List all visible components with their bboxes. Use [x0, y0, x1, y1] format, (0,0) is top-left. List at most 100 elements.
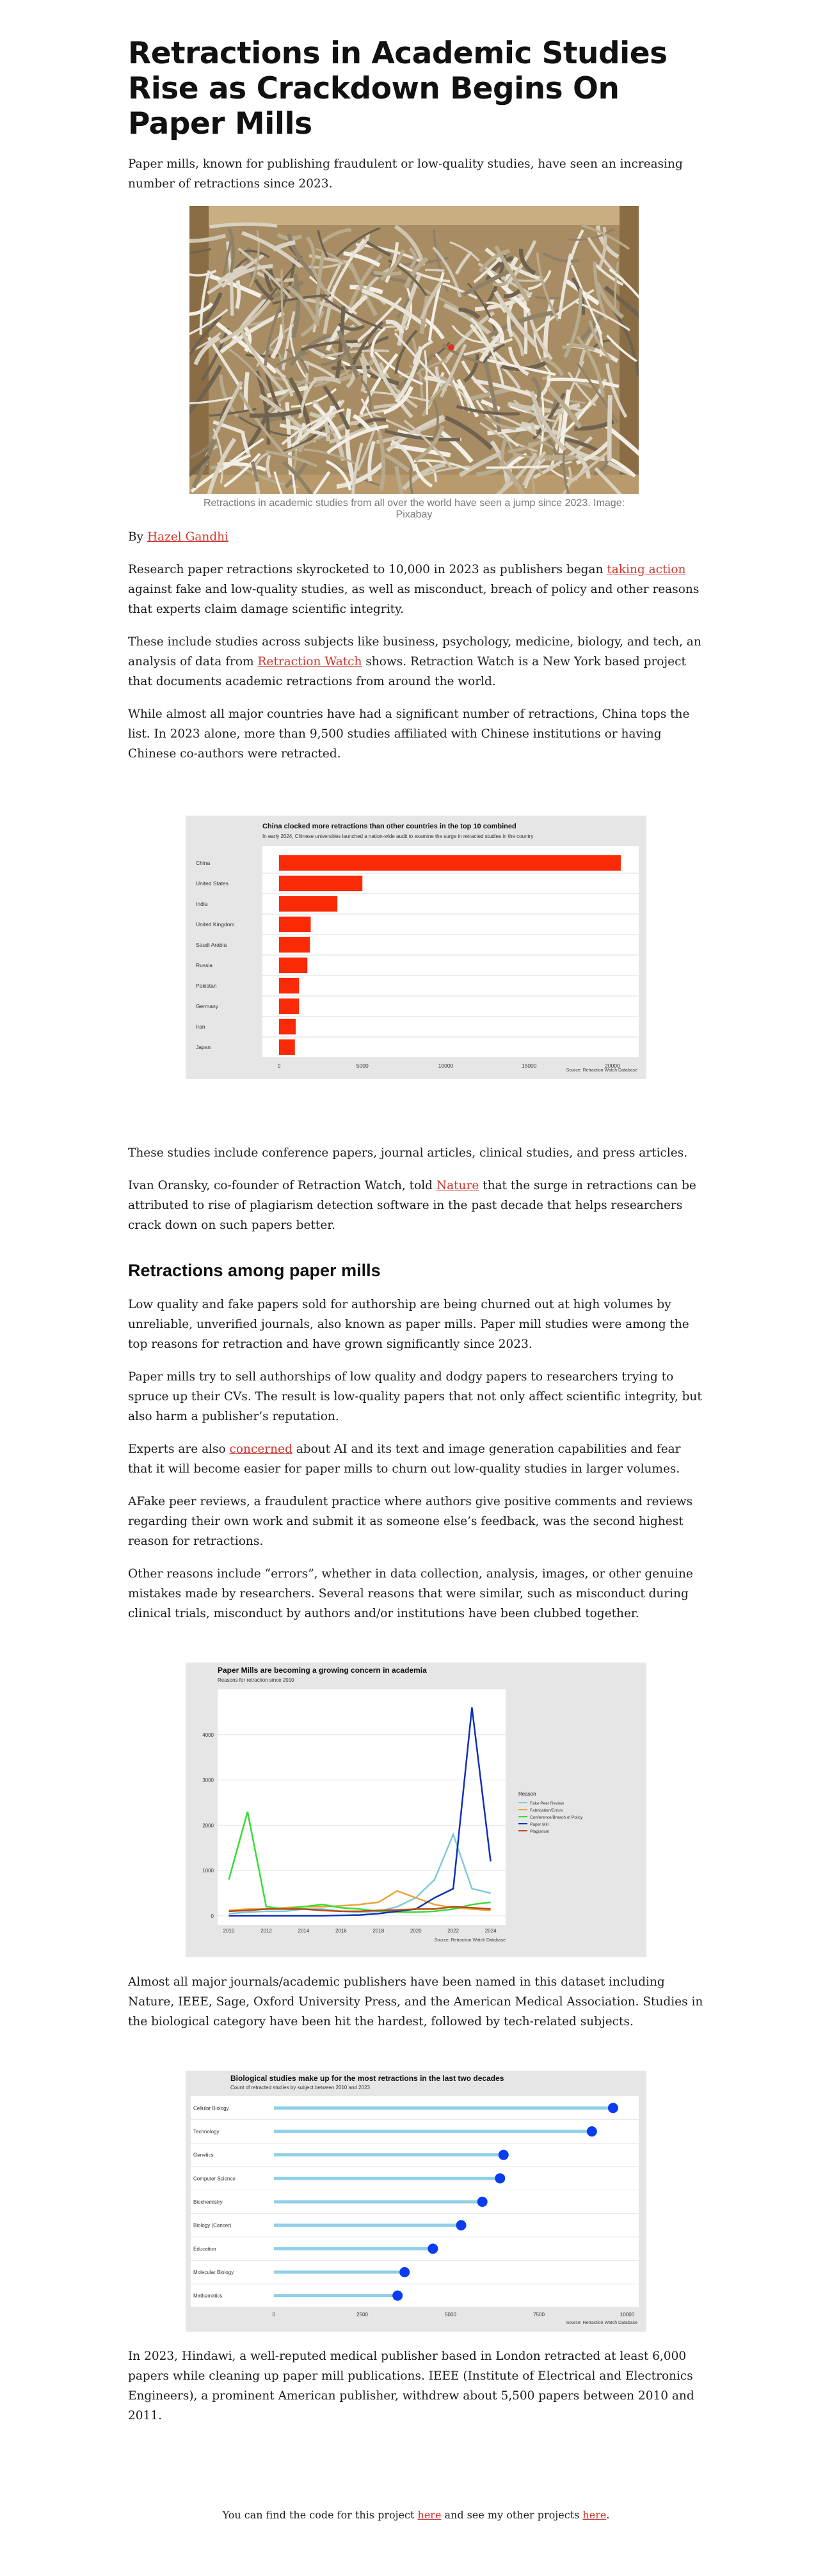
concerned-link[interactable]: concerned — [229, 1442, 292, 1456]
paper-shred — [337, 329, 360, 378]
chart3-category-label: Cellular Biology — [193, 2105, 229, 2111]
paper-shred — [478, 249, 511, 273]
paper-shred — [394, 346, 423, 404]
paper-shred — [266, 454, 272, 478]
taking-action-link[interactable]: taking action — [607, 563, 686, 576]
paper-shred — [228, 348, 270, 392]
country-bar-chart: China clocked more retractions than othe… — [186, 816, 646, 1079]
reasons-line-chart-svg: Paper Mills are becoming a growing conce… — [202, 1666, 583, 1943]
paper-shred — [413, 459, 470, 471]
paper-shred — [576, 362, 619, 423]
paper-shred — [345, 408, 356, 484]
chart1-bar — [279, 936, 310, 953]
p1-text: Research paper retractions skyrocketed t… — [128, 563, 607, 576]
paper-shred — [274, 367, 294, 397]
chart1-bar — [279, 916, 311, 933]
paper-shred — [189, 396, 234, 405]
paper-shred — [356, 417, 387, 429]
paper-shred — [273, 471, 292, 494]
paper-shred — [588, 320, 612, 361]
paper-shred — [609, 268, 639, 321]
chart1-category-label: Saudi Arabia — [196, 942, 227, 948]
chart1-tick-label: 0 — [278, 1063, 281, 1069]
paper-shred — [220, 264, 273, 288]
chart1-subtitle: In early 2024, Chinese universities laun… — [262, 834, 533, 839]
paper-shred — [390, 439, 417, 471]
paper-shred — [291, 469, 299, 494]
chart1-bar — [279, 957, 308, 974]
retraction-watch-link[interactable]: Retraction Watch — [257, 655, 362, 668]
chart1-category-label: Iran — [196, 1023, 205, 1030]
paper-shred — [189, 269, 217, 277]
paper-shred — [303, 297, 364, 328]
paper-shred — [306, 236, 316, 264]
paper-shred — [285, 348, 309, 374]
paragraph-9: AFake peer reviews, a fraudulent practic… — [128, 1495, 693, 1548]
paper-shred — [506, 298, 515, 338]
p5-text: Ivan Oransky, co-founder of Retraction W… — [128, 1179, 436, 1192]
paper-shred — [336, 461, 385, 489]
paper-shred — [518, 248, 536, 276]
chart3-dot — [456, 2220, 467, 2231]
paper-shred — [267, 379, 307, 413]
paper-shred — [270, 324, 285, 360]
chart3-category-label: Molecular Biology — [193, 2270, 234, 2275]
paper-shred — [217, 265, 245, 285]
paper-shred — [321, 336, 350, 377]
paper-shred — [300, 310, 325, 337]
paper-shred — [310, 264, 331, 297]
paper-shred — [563, 288, 583, 358]
paper-shred — [326, 424, 389, 454]
paper-shred — [594, 466, 632, 494]
projects-link[interactable]: here — [582, 2509, 607, 2521]
paper-shred — [311, 406, 333, 431]
paper-shred — [250, 461, 259, 482]
paper-shred — [440, 344, 467, 398]
chart3-dot — [495, 2173, 506, 2184]
chart1-category-label: Japan — [196, 1044, 211, 1050]
shredded-paper-image — [189, 206, 639, 494]
nature-link[interactable]: Nature — [436, 1179, 479, 1192]
paragraph-12: In 2023, Hindawi, a well-reputed medical… — [128, 2350, 694, 2422]
paper-shred — [189, 302, 214, 316]
footer-text-2: and see my other projects — [441, 2509, 583, 2521]
paper-shred — [266, 450, 318, 468]
chart1-tick-label: 15000 — [522, 1063, 537, 1069]
chart3-dot — [498, 2149, 509, 2160]
p5-text-end: that the surge in retractions can be att… — [128, 1179, 696, 1232]
paper-shred — [289, 325, 307, 378]
paper-shred — [300, 340, 358, 351]
paper-shred — [241, 231, 302, 269]
chart3-dot — [392, 2290, 403, 2301]
paper-shred — [575, 453, 591, 479]
p1-text-end: against fake and low-quality studies, as… — [128, 583, 700, 616]
paper-shred — [451, 324, 486, 344]
chart2-series-line — [228, 1707, 492, 1917]
paper-shred — [439, 430, 474, 463]
chart2-legend-title: Reason — [518, 1791, 536, 1797]
paper-shred — [458, 307, 481, 320]
paper-shred — [595, 281, 625, 319]
paper-shred — [536, 252, 559, 322]
author-link[interactable]: Hazel Gandhi — [147, 530, 228, 544]
paper-shred — [385, 319, 404, 334]
paper-shred — [420, 281, 443, 319]
paragraph-8: Experts are also concerned about AI and … — [128, 1439, 704, 1479]
paper-shred — [193, 336, 221, 365]
paper-shred — [425, 269, 445, 272]
paper-shred — [488, 310, 559, 338]
section-heading: Retractions among paper mills — [128, 1261, 381, 1280]
chart1-bar — [279, 875, 363, 892]
paper-shred — [557, 253, 573, 320]
paper-shred — [343, 251, 381, 267]
paper-shred — [542, 251, 579, 263]
p8-text: Experts are also — [128, 1442, 230, 1456]
paper-shred — [536, 288, 595, 332]
article-body-4: In 2023, Hindawi, a well-reputed medical… — [128, 2346, 704, 2426]
paper-shred — [403, 420, 453, 470]
paper-shred — [390, 443, 451, 457]
code-link[interactable]: here — [417, 2509, 442, 2521]
paper-shred — [288, 377, 312, 428]
chart1-category-label: United States — [196, 880, 228, 887]
paper-shred — [373, 403, 396, 409]
